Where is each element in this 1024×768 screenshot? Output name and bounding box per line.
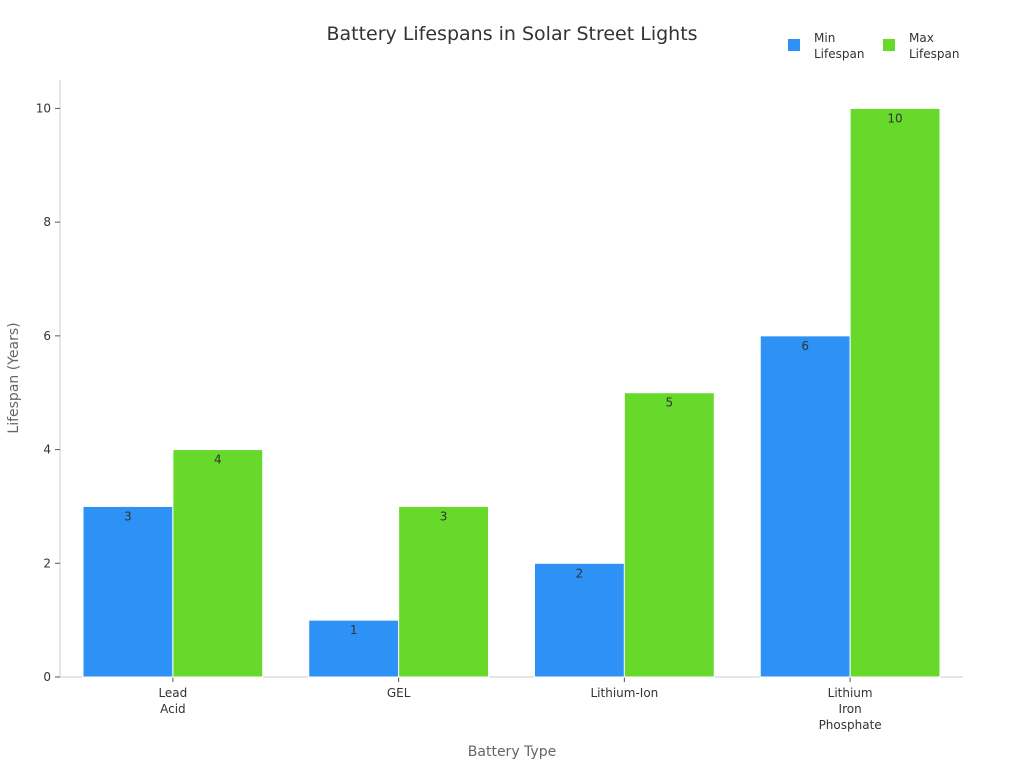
- data-label: 6: [801, 339, 809, 353]
- y-axis-title: Lifespan (Years): [6, 322, 22, 433]
- x-axis-title: Battery Type: [468, 744, 556, 760]
- y-tick-label: 8: [43, 215, 51, 229]
- bar-max-lifespan: [849, 107, 941, 678]
- bar-min-lifespan: [534, 562, 625, 678]
- legend-label: Max Lifespan: [909, 31, 959, 61]
- bar-max-lifespan: [623, 392, 715, 678]
- y-tick-label: 4: [43, 443, 51, 457]
- bar-min-lifespan: [759, 335, 851, 678]
- bar-max-lifespan: [172, 449, 264, 678]
- bars: [82, 107, 941, 678]
- x-tick-label: Lithium-Ion: [590, 686, 658, 700]
- data-label: 5: [665, 396, 673, 410]
- y-tick-label: 2: [43, 556, 51, 570]
- x-tick-label: Lithium Iron Phosphate: [819, 686, 882, 732]
- data-label: 2: [576, 566, 584, 580]
- legend-swatch: [788, 39, 800, 51]
- y-tick-label: 10: [36, 101, 51, 115]
- legend: Min Lifespan Max Lifespan: [788, 31, 959, 61]
- chart-title: Battery Lifespans in Solar Street Lights: [326, 23, 697, 45]
- y-tick-label: 0: [43, 670, 51, 684]
- x-axis: Lead Acid GEL Lithium-Ion Lithium Iron Phospha…: [60, 676, 963, 732]
- data-label: 3: [124, 509, 132, 523]
- data-label: 4: [214, 453, 222, 467]
- y-tick-label: 6: [43, 329, 51, 343]
- data-labels: 3 4 1 3 2 5 6 10: [124, 111, 903, 637]
- bar-min-lifespan: [82, 505, 174, 678]
- x-tick-label: GEL: [387, 686, 411, 700]
- legend-swatch: [883, 39, 895, 51]
- data-label: 10: [887, 111, 902, 125]
- legend-label: Min Lifespan: [814, 31, 864, 61]
- data-label: 3: [440, 509, 448, 523]
- x-tick-label: Lead Acid: [158, 686, 187, 716]
- bar-max-lifespan: [398, 505, 489, 678]
- y-axis: 0 2 4 6 8 10: [36, 80, 61, 684]
- bar-min-lifespan: [308, 619, 400, 678]
- data-label: 1: [350, 623, 358, 637]
